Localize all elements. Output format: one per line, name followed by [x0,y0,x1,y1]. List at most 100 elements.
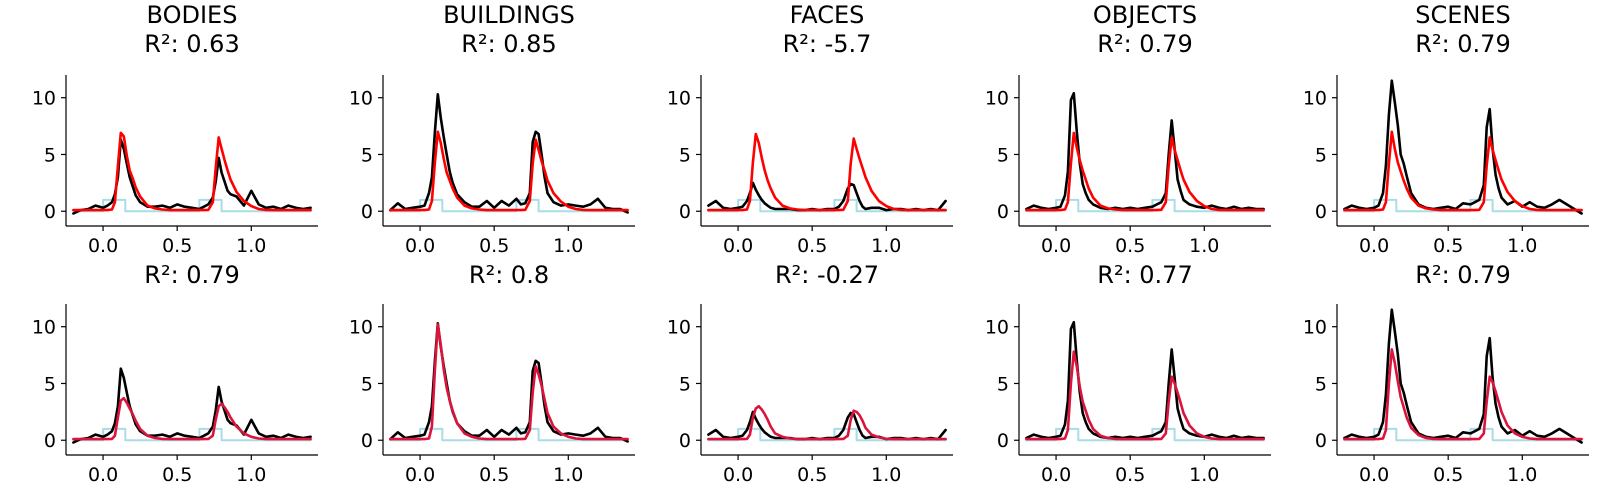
x-tick-label: 1.0 [1189,464,1219,486]
y-tick-label: 10 [985,88,1009,110]
x-tick-label: 0.0 [723,464,753,486]
y-tick-label: 0 [997,201,1009,223]
x-tick-label: 0.0 [88,464,118,486]
panel-title: FACES R²: -5.7 [783,1,872,58]
model-trace [1343,348,1583,441]
x-tick-label: 0.5 [162,235,192,257]
observed-trace [72,367,312,444]
stimulus-trace [1025,427,1265,442]
panel-title: BODIES R²: 0.63 [144,1,239,58]
stimulus-trace [72,198,312,213]
x-tick-label: 0.5 [1115,235,1145,257]
y-tick-label: 0 [679,430,691,452]
panel-r2-label: R²: 0.79 [144,261,239,289]
y-tick-label: 5 [997,373,1009,395]
y-tick-label: 0 [44,201,56,223]
panel-r2-label: R²: 0.79 [1097,30,1192,58]
panel-title: R²: 0.79 [1415,261,1510,289]
model-trace [707,132,947,212]
y-tick-label: 10 [667,88,691,110]
x-tick-label: 0.0 [723,235,753,257]
x-tick-label: 1.0 [871,235,901,257]
y-tick-label: 10 [349,317,373,339]
x-tick-label: 0.5 [1433,464,1463,486]
panel-r2-label: R²: 0.79 [1415,261,1510,289]
panel-r2-label: R²: 0.79 [1415,30,1510,58]
x-tick-label: 1.0 [1507,464,1537,486]
y-tick-label: 5 [997,144,1009,166]
panel-r2-label: R²: 0.77 [1097,261,1192,289]
panel-row2-1: R²: 0.79 0 5 10 0.0 0.5 1.0 [32,261,318,486]
x-tick-label: 0.5 [1433,235,1463,257]
y-tick-label: 0 [997,430,1009,452]
stimulus-trace [1343,198,1583,213]
panel-category-title: BUILDINGS [443,1,575,29]
model-trace [707,404,947,441]
y-tick-label: 5 [1315,144,1327,166]
y-tick-label: 5 [44,144,56,166]
observed-trace [72,138,312,215]
x-tick-label: 1.0 [1189,235,1219,257]
panel-category-title: FACES [790,1,865,29]
stimulus-trace [1025,198,1265,213]
observed-trace [1343,79,1583,215]
panel-buildings-2: BUILDINGS R²: 0.85 0 5 10 0.0 0.5 1.0 [349,1,635,257]
x-tick-label: 0.0 [1359,464,1389,486]
y-tick-label: 10 [32,317,56,339]
observed-trace [707,181,947,212]
panel-title: R²: -0.27 [775,261,879,289]
model-trace [1025,131,1265,212]
x-tick-label: 0.5 [797,235,827,257]
panel-title: R²: 0.79 [144,261,239,289]
y-tick-label: 5 [679,373,691,395]
model-trace [72,396,312,441]
x-tick-label: 1.0 [236,235,266,257]
x-tick-label: 0.0 [88,235,118,257]
x-tick-label: 1.0 [553,235,583,257]
x-tick-label: 0.5 [479,464,509,486]
observed-trace [389,321,629,443]
panel-title: R²: 0.77 [1097,261,1192,289]
panel-bodies-1: BODIES R²: 0.63 0 5 10 0.0 0.5 1.0 [32,1,318,257]
y-tick-label: 5 [361,144,373,166]
observed-trace [1025,320,1265,440]
y-tick-label: 10 [985,317,1009,339]
panel-r2-label: R²: -0.27 [775,261,879,289]
panel-category-title: BODIES [147,1,238,29]
x-tick-label: 1.0 [553,464,583,486]
panel-category-title: SCENES [1415,1,1511,29]
x-tick-label: 0.5 [797,464,827,486]
x-tick-label: 0.5 [162,464,192,486]
x-tick-label: 1.0 [871,464,901,486]
panel-faces-3: FACES R²: -5.7 0 5 10 0.0 0.5 1.0 [667,1,953,257]
y-tick-label: 10 [32,88,56,110]
panel-category-title: OBJECTS [1093,1,1197,29]
y-tick-label: 10 [1303,317,1327,339]
x-tick-label: 0.0 [1359,235,1389,257]
x-tick-label: 1.0 [236,464,266,486]
panel-objects-4: OBJECTS R²: 0.79 0 5 10 0.0 0.5 1.0 [985,1,1271,257]
y-tick-label: 0 [361,201,373,223]
x-tick-label: 0.0 [1041,235,1071,257]
observed-trace [389,93,629,214]
model-trace [72,131,312,212]
panel-title: R²: 0.8 [469,261,549,289]
y-tick-label: 0 [1315,430,1327,452]
y-tick-label: 0 [361,430,373,452]
panel-title: OBJECTS R²: 0.79 [1093,1,1197,58]
y-tick-label: 0 [679,201,691,223]
stimulus-trace [72,427,312,442]
x-tick-label: 1.0 [1507,235,1537,257]
x-tick-label: 0.0 [405,235,435,257]
observed-trace [1025,91,1265,211]
y-tick-label: 0 [44,430,56,452]
y-tick-label: 5 [679,144,691,166]
panel-row2-2: R²: 0.8 0 5 10 0.0 0.5 1.0 [349,261,635,486]
panel-r2-label: R²: -5.7 [783,30,872,58]
observed-trace [707,410,947,441]
x-tick-label: 0.5 [479,235,509,257]
y-tick-label: 5 [361,373,373,395]
panel-row2-4: R²: 0.77 0 5 10 0.0 0.5 1.0 [985,261,1271,486]
model-trace [389,130,629,212]
